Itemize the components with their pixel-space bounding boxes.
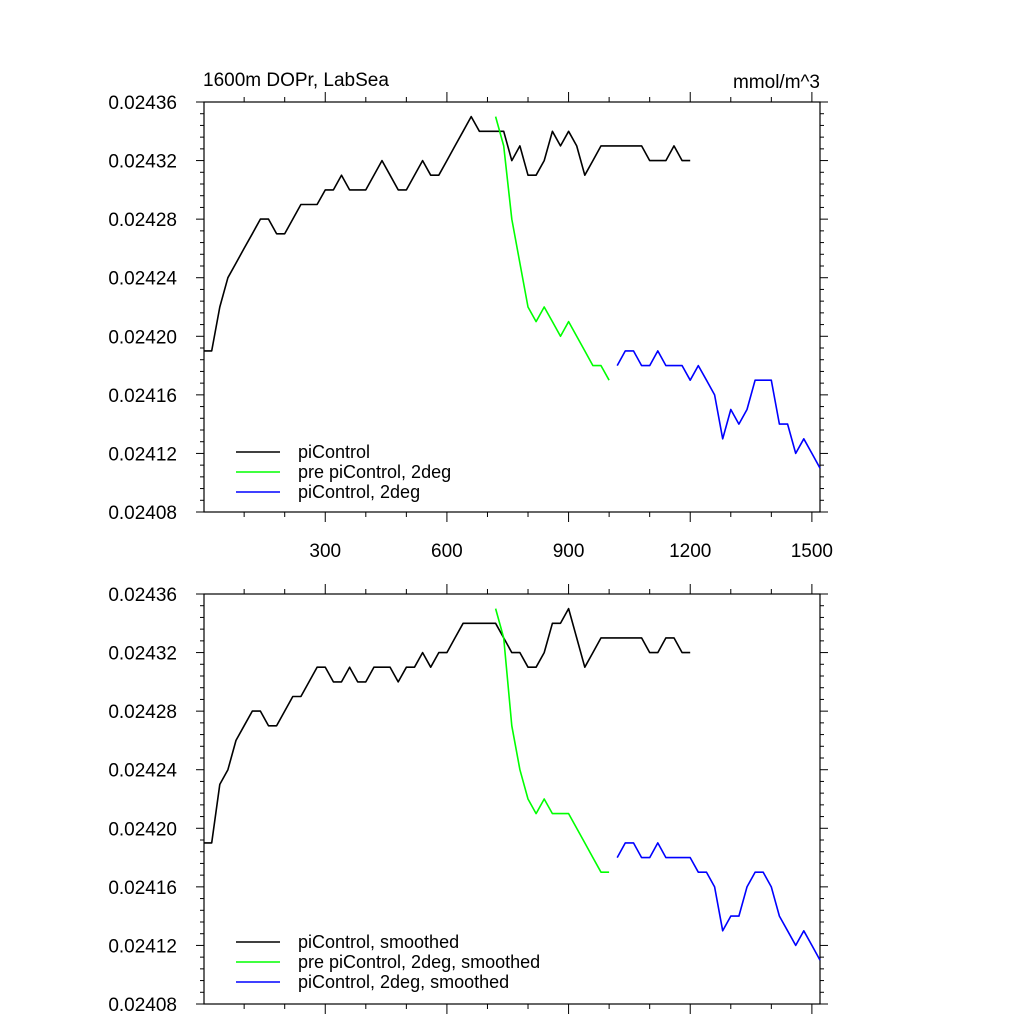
series-line-pre-picontrol-2deg bbox=[494, 116, 610, 381]
x-tick-label: 600 bbox=[431, 541, 463, 562]
units-label: mmol/m^3 bbox=[733, 72, 820, 93]
series-line-pre-picontrol-2deg-smoothed bbox=[494, 608, 610, 874]
legend-label: pre piControl, 2deg bbox=[298, 462, 451, 482]
legend-label: piControl, 2deg bbox=[298, 482, 420, 502]
x-tick-label: 900 bbox=[553, 541, 585, 562]
y-tick-label: 0.02428 bbox=[108, 702, 177, 723]
bottom-chart-panel: 0.02436 0.02432 0.02428 0.02424 0.02420 0.024… bbox=[108, 584, 828, 1016]
chart-title: 1600m DOPr, LabSea bbox=[203, 70, 389, 91]
legend-label: piControl bbox=[298, 442, 370, 462]
y-tick-label: 0.02436 bbox=[108, 93, 177, 114]
y-tick-label: 0.02420 bbox=[108, 819, 177, 840]
y-tick-label: 0.02428 bbox=[108, 210, 177, 231]
plot-frame bbox=[203, 101, 821, 513]
y-tick-label: 0.02412 bbox=[108, 936, 177, 957]
y-tick-label: 0.02420 bbox=[108, 327, 177, 348]
y-tick-label: 0.02436 bbox=[108, 585, 177, 606]
y-tick-label: 0.02424 bbox=[108, 269, 177, 290]
y-tick-label: 0.02432 bbox=[108, 152, 177, 173]
series-line-picontrol-2deg-smoothed bbox=[616, 842, 821, 961]
x-tick-label: 1200 bbox=[669, 541, 711, 562]
y-tick-label: 0.02408 bbox=[108, 503, 177, 524]
x-tick-label: 300 bbox=[309, 541, 341, 562]
y-tick-label: 0.02424 bbox=[108, 761, 177, 782]
series-line-picontrol-2deg bbox=[616, 350, 821, 469]
legend-label: piControl, 2deg, smoothed bbox=[298, 972, 509, 992]
legend-label: pre piControl, 2deg, smoothed bbox=[298, 952, 540, 972]
y-tick-label: 0.02416 bbox=[108, 386, 177, 407]
series-line-picontrol bbox=[204, 115, 691, 352]
legend-label: piControl, smoothed bbox=[298, 932, 459, 952]
y-tick-label: 0.02416 bbox=[108, 878, 177, 899]
y-tick-label: 0.02432 bbox=[108, 644, 177, 665]
y-tick-label: 0.02412 bbox=[108, 444, 177, 465]
top-chart-panel: 1600m DOPr, LabSea mmol/m^3 0.02436 0.024… bbox=[108, 70, 833, 562]
y-tick-label: 0.02408 bbox=[108, 995, 177, 1016]
series-line-picontrol-smoothed bbox=[204, 607, 691, 844]
x-tick-label: 1500 bbox=[791, 541, 833, 562]
plot-frame bbox=[203, 593, 821, 1005]
